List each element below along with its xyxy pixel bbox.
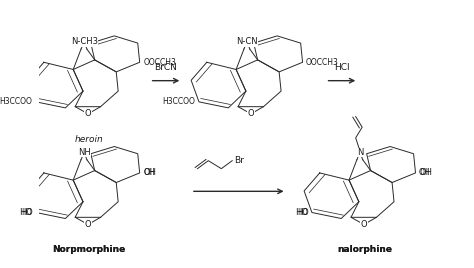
Text: H3CCOO: H3CCOO [163,97,195,106]
Text: OOCCH3: OOCCH3 [306,58,339,67]
Text: OH: OH [419,168,431,177]
Text: N-CH3: N-CH3 [71,37,98,46]
Text: OH: OH [419,168,432,177]
Text: HO: HO [21,208,33,217]
Text: O: O [85,109,91,118]
Text: OH: OH [143,168,155,177]
Text: nalorphine: nalorphine [337,245,392,255]
Text: O: O [361,220,367,229]
Text: Norpmorphine: Norpmorphine [52,245,126,255]
Text: O: O [85,220,91,229]
Text: HCl: HCl [334,63,349,72]
Text: nalorphine: nalorphine [337,245,392,255]
Text: HO: HO [295,208,309,217]
Text: OH: OH [143,168,156,177]
Text: N: N [357,148,363,157]
Text: heroin: heroin [74,135,103,144]
Text: O: O [247,109,254,118]
Text: BrCN: BrCN [155,63,177,72]
Text: OOCCH3: OOCCH3 [143,58,176,67]
Text: Norpmorphine: Norpmorphine [52,245,126,255]
Text: H3CCOO: H3CCOO [0,97,33,106]
Text: HO: HO [19,208,33,217]
Text: Br: Br [234,156,244,165]
Text: N-CN: N-CN [236,37,258,46]
Text: NH: NH [78,148,91,157]
Text: HO: HO [297,208,309,217]
